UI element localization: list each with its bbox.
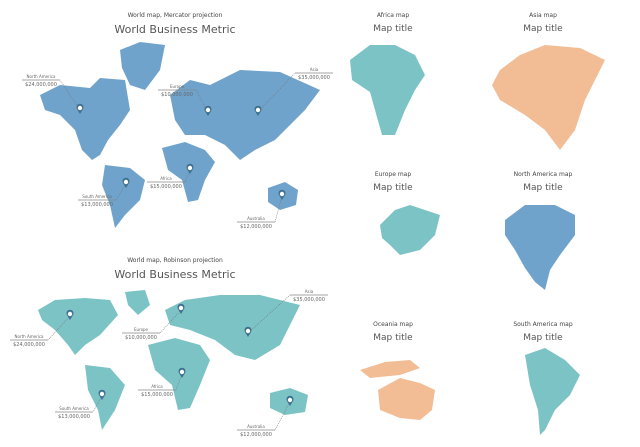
region-label: North America <box>15 334 45 339</box>
europe-map <box>380 205 440 255</box>
map-pin-center <box>123 179 129 185</box>
robinson-world-map <box>38 290 308 430</box>
robinson-subtitle: World map, Robinson projection <box>127 257 223 264</box>
africa-map-title: Map title <box>373 24 413 34</box>
region-value: $24,000,000 <box>13 342 45 348</box>
map-pin-center <box>179 369 185 375</box>
africa-map-subtitle: Africa map <box>376 12 410 19</box>
region-label: Asia <box>310 67 319 72</box>
asia-map-subtitle: Asia map <box>529 12 557 19</box>
robinson-callout-asia: Asia $35,000,000 <box>244 289 328 337</box>
leader-line <box>257 72 296 113</box>
mercator-world-map <box>40 42 320 228</box>
mercator-callout-south-america: South America $13,000,000 <box>78 177 130 208</box>
oceania-islands <box>360 360 420 378</box>
region-label: Australia <box>247 216 265 221</box>
leader-line <box>175 373 183 391</box>
region-value: $35,000,000 <box>298 75 330 81</box>
region-value: $15,000,000 <box>150 184 182 190</box>
region-label: Australia <box>247 424 265 429</box>
robinson-callout-africa: Africa $15,000,000 <box>138 367 186 398</box>
south-america-map-subtitle: South America map <box>513 321 573 328</box>
region-value: $12,000,000 <box>240 224 272 230</box>
mercator-title: World Business Metric <box>114 23 236 36</box>
region-value: $10,000,000 <box>161 92 193 98</box>
region-value: $12,000,000 <box>240 432 272 438</box>
map-pin-center <box>245 328 251 334</box>
mercator-callout-australia: Australia $12,000,000 <box>237 189 286 230</box>
robinson-callout-australia: Australia $12,000,000 <box>237 395 294 438</box>
map-pin-center <box>279 191 285 197</box>
region-label: South America <box>82 194 112 199</box>
asia-map <box>492 45 605 150</box>
map-pin-center <box>187 165 193 171</box>
region-label: Europe <box>170 84 185 89</box>
leader-line <box>59 79 81 111</box>
north-america-map-title: Map title <box>523 183 563 193</box>
africa-map <box>350 45 425 135</box>
europe-map-title: Map title <box>373 183 413 193</box>
region-label: Africa <box>151 384 163 389</box>
region-value: $24,000,000 <box>25 82 57 88</box>
region-label: South America <box>59 406 89 411</box>
callouts-layer: North America $24,000,000 Europe $10,000,00… <box>10 67 333 438</box>
robinson-callout-north-america: North America $24,000,000 <box>10 309 74 348</box>
map-pin-center <box>205 107 211 113</box>
mercator-callout-asia: Asia $35,000,000 <box>254 67 333 116</box>
leader-line <box>247 294 291 334</box>
south-america-map <box>525 348 580 435</box>
robinson-title: World Business Metric <box>114 268 236 281</box>
region-value: $35,000,000 <box>293 297 325 303</box>
map-pin-center <box>255 107 261 113</box>
map-pin-center <box>287 397 293 403</box>
region-value: $13,000,000 <box>81 202 113 208</box>
mercator-subtitle: World map, Mercator projection <box>127 12 223 19</box>
oceania-map-subtitle: Oceania map <box>373 321 413 328</box>
asia-map-title: Map title <box>523 24 563 34</box>
robinson-callout-south-america: South America $13,000,000 <box>55 389 106 420</box>
mercator-callout-north-america: North America $24,000,000 <box>22 74 84 114</box>
north-america-map-subtitle: North America map <box>513 171 573 178</box>
map-pin-center <box>77 105 83 111</box>
north-america-map <box>505 205 575 290</box>
region-label: Europe <box>134 327 149 332</box>
region-value: $13,000,000 <box>58 414 90 420</box>
mercator-callout-europe: Europe $10,000,000 <box>158 84 212 116</box>
south-america-map-title: Map title <box>523 333 563 343</box>
region-label: Asia <box>305 289 314 294</box>
oceania-map-title: Map title <box>373 333 413 343</box>
region-value: $10,000,000 <box>125 335 157 341</box>
map-pin-center <box>67 311 73 317</box>
map-pin-center <box>99 391 105 397</box>
leader-line <box>47 315 71 341</box>
mercator-callout-africa: Africa $15,000,000 <box>147 163 194 190</box>
region-label: Africa <box>160 176 172 181</box>
region-value: $15,000,000 <box>141 392 173 398</box>
leader-line <box>274 401 291 431</box>
map-pin-center <box>178 305 184 311</box>
robinson-callout-europe: Europe $10,000,000 <box>122 303 185 341</box>
oceania-map <box>378 378 435 420</box>
region-label: North America <box>27 74 57 79</box>
leader-line <box>274 195 283 223</box>
europe-map-subtitle: Europe map <box>374 171 412 178</box>
